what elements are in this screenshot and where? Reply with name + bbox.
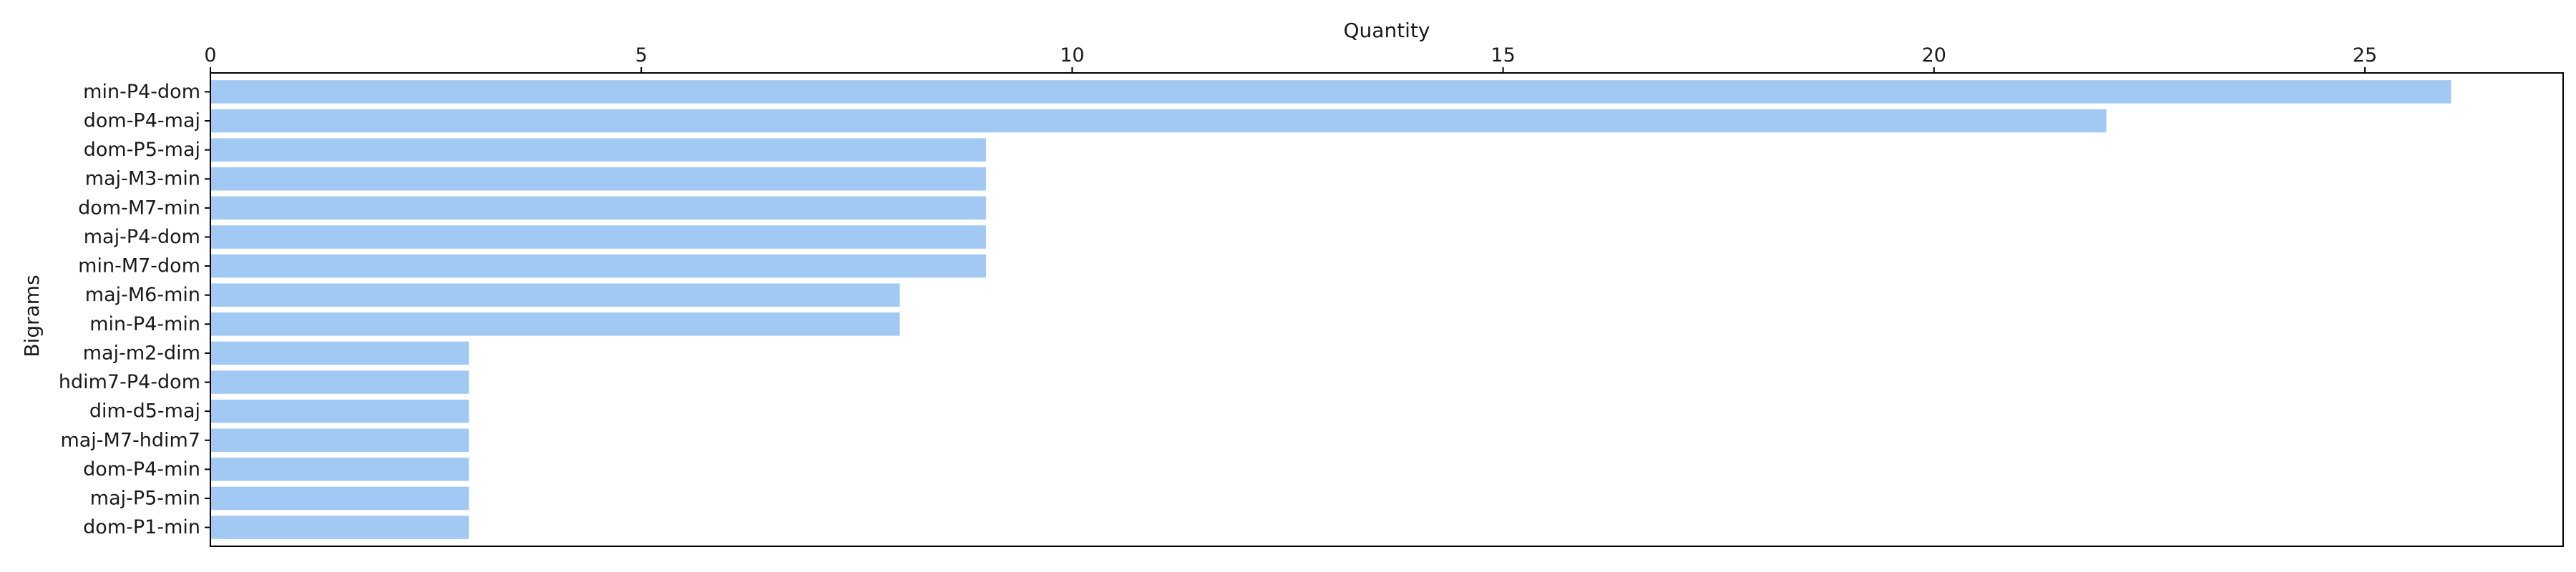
y-tick-label: maj-M3-min: [85, 168, 200, 190]
x-tick-label: 10: [1060, 44, 1084, 66]
x-tick-label: 20: [1922, 44, 1946, 66]
x-tick-label: 15: [1491, 44, 1515, 66]
bar: [210, 138, 986, 162]
bar: [210, 225, 986, 249]
y-tick-label: min-P4-min: [89, 313, 200, 335]
bars-group: [210, 80, 2451, 539]
y-tick-label: min-M7-dom: [78, 255, 200, 277]
y-axis-ticks: min-P4-dom dom-P4-maj dom-P5-maj maj-M3-min…: [59, 81, 210, 538]
y-tick-label: dom-P1-min: [83, 516, 200, 538]
x-axis-label: Quantity: [1344, 19, 1430, 42]
y-tick-label: dom-P4-maj: [84, 110, 200, 132]
bar: [210, 109, 2107, 133]
y-tick-label: maj-M6-min: [85, 284, 200, 306]
bar: [210, 458, 469, 481]
x-tick-label: 25: [2353, 44, 2377, 66]
x-tick-label: 0: [204, 44, 216, 66]
bar: [210, 196, 986, 220]
bar: [210, 370, 469, 394]
y-tick-label: maj-P4-dom: [84, 226, 200, 248]
y-tick-label: maj-M7-hdim7: [60, 429, 200, 451]
bar: [210, 428, 469, 453]
bar: [210, 167, 986, 191]
y-tick-label: dom-M7-min: [78, 197, 200, 219]
bar: [210, 486, 469, 511]
y-tick-label: dom-P5-maj: [84, 139, 200, 161]
bar: [210, 80, 2451, 104]
plot-frame: [210, 72, 2564, 547]
x-axis-ticks: 0 5 10 15 20 25: [204, 44, 2377, 73]
y-tick-label: dim-d5-maj: [89, 400, 200, 423]
bar: [210, 283, 900, 307]
y-tick-label: dom-P4-min: [83, 458, 200, 480]
y-tick-label: maj-P5-min: [90, 487, 200, 509]
y-tick-label: maj-m2-dim: [83, 342, 200, 364]
bar: [210, 312, 900, 336]
bar: [210, 254, 986, 278]
x-tick-label: 5: [635, 44, 648, 66]
y-tick-label: min-P4-dom: [83, 81, 200, 103]
bar: [210, 399, 469, 423]
y-axis-label: Bigrams: [20, 275, 44, 357]
bar: [210, 516, 469, 539]
y-tick-label: hdim7-P4-dom: [59, 371, 200, 393]
bar: [210, 341, 469, 365]
